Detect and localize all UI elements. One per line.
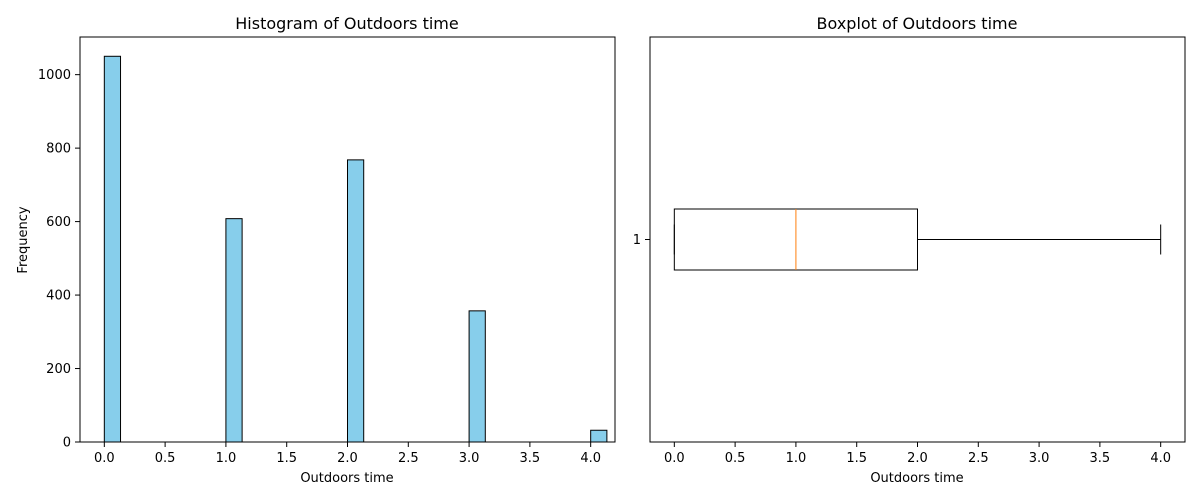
x-tick-label: 0.5 — [155, 451, 176, 466]
boxplot-elements — [673, 208, 1162, 271]
x-tick-label: 1.0 — [786, 451, 807, 466]
histogram-panel: Histogram of Outdoors time 0.0 0.5 1.0 1.5 2… — [16, 14, 616, 486]
y-tick-label: 200 — [46, 362, 71, 377]
boxplot-panel: Boxplot of Outdoors time 0.0 0.5 1.0 1.5 2.0… — [633, 14, 1186, 486]
y-tick-label: 600 — [46, 215, 71, 230]
histogram-bar — [468, 310, 486, 443]
y-tick-label: 0 — [63, 436, 71, 451]
histogram-bar — [225, 218, 243, 443]
boxplot-title: Boxplot of Outdoors time — [817, 14, 1018, 33]
boxplot-x-axis-label: Outdoors time — [870, 471, 963, 486]
histogram-bars — [103, 55, 608, 443]
x-tick-label: 2.0 — [337, 451, 358, 466]
x-tick-label: 3.5 — [520, 451, 541, 466]
histogram-bar — [103, 55, 122, 443]
boxplot-x-ticks: 0.0 0.5 1.0 1.5 2.0 2.5 3.0 3.5 4.0 — [664, 442, 1171, 466]
x-tick-label: 2.5 — [398, 451, 419, 466]
y-tick-label: 800 — [46, 142, 71, 157]
x-tick-label: 3.5 — [1090, 451, 1111, 466]
histogram-x-ticks: 0.0 0.5 1.0 1.5 2.0 2.5 3.0 3.5 4.0 — [94, 442, 601, 466]
x-tick-label: 2.0 — [907, 451, 928, 466]
y-tick-label: 400 — [46, 289, 71, 304]
boxplot-plot-frame — [649, 36, 1186, 443]
x-tick-label: 4.0 — [1150, 451, 1171, 466]
y-tick-label: 1 — [633, 233, 641, 248]
y-tick-label: 1000 — [38, 68, 71, 83]
x-tick-label: 3.0 — [1029, 451, 1050, 466]
x-tick-label: 0.5 — [725, 451, 746, 466]
histogram-y-ticks: 0 200 400 600 800 1000 — [38, 68, 80, 451]
x-tick-label: 1.5 — [276, 451, 297, 466]
histogram-bar — [347, 159, 365, 443]
x-tick-label: 3.0 — [459, 451, 480, 466]
boxplot-y-ticks: 1 — [633, 233, 650, 248]
x-tick-label: 0.0 — [664, 451, 685, 466]
histogram-title: Histogram of Outdoors time — [235, 14, 458, 33]
x-tick-label: 4.0 — [580, 451, 601, 466]
x-tick-label: 1.5 — [846, 451, 867, 466]
x-tick-label: 0.0 — [94, 451, 115, 466]
x-tick-label: 2.5 — [968, 451, 989, 466]
histogram-bar — [590, 429, 608, 443]
x-tick-label: 1.0 — [216, 451, 237, 466]
histogram-x-axis-label: Outdoors time — [300, 471, 393, 486]
histogram-y-axis-label: Frequency — [16, 206, 31, 273]
histogram-plot-frame — [79, 36, 616, 443]
